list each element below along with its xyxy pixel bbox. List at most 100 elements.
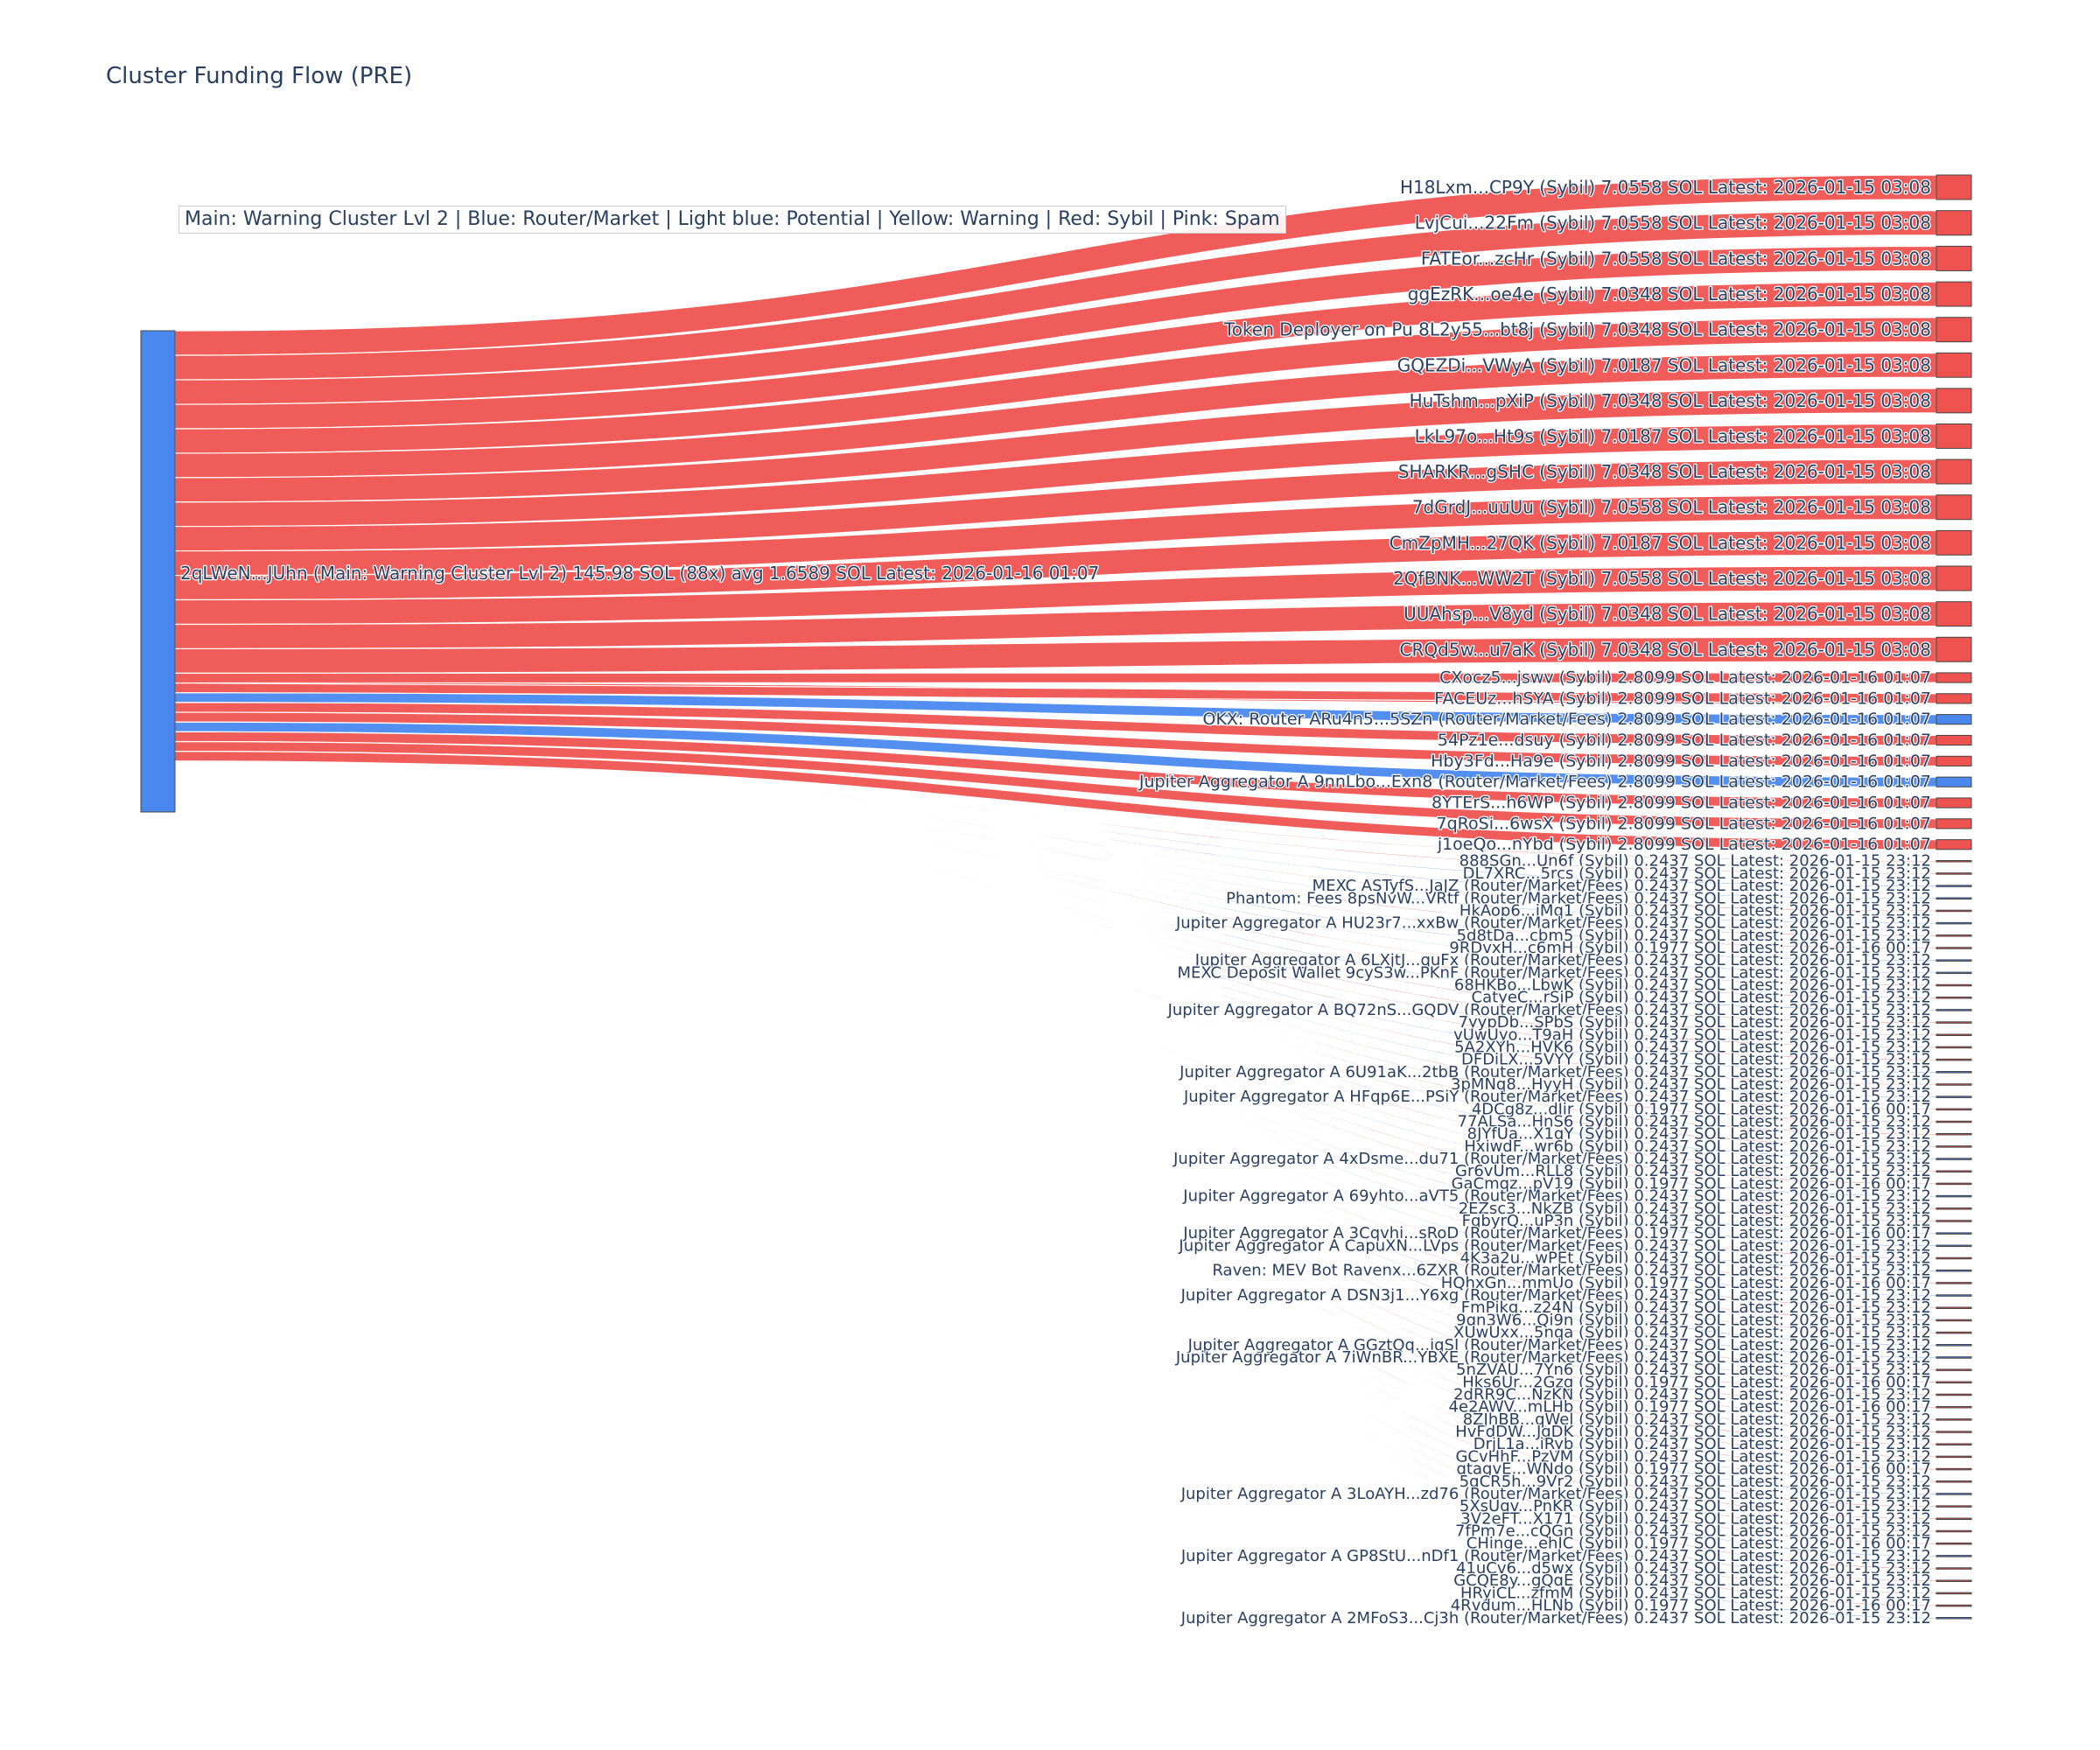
target-node-label: Jupiter Aggregator A GP8StU...nDf1 (Rout…: [1180, 1547, 1931, 1565]
target-node[interactable]: [1936, 1617, 1972, 1620]
target-node[interactable]: [1936, 1009, 1972, 1012]
target-node[interactable]: [1936, 281, 1972, 307]
target-node[interactable]: [1936, 1579, 1972, 1582]
target-node[interactable]: [1936, 818, 1972, 830]
target-node[interactable]: [1936, 1356, 1972, 1359]
target-node[interactable]: [1936, 1555, 1972, 1558]
target-node[interactable]: [1936, 1567, 1972, 1570]
target-node[interactable]: [1936, 1294, 1972, 1297]
target-node[interactable]: [1936, 1256, 1972, 1260]
target-node[interactable]: [1936, 839, 1972, 850]
target-node[interactable]: [1936, 1132, 1972, 1136]
target-node-label: 3V2eFT...X171 (Sybil) 0.2437 SOL Latest:…: [1460, 1509, 1931, 1528]
target-node[interactable]: [1936, 424, 1972, 449]
target-node-label: Hby3Fd...Ha9e (Sybil) 2.8099 SOL Latest:…: [1431, 752, 1931, 771]
target-node[interactable]: [1936, 1604, 1972, 1607]
target-node-label: FACEUz...hSYA (Sybil) 2.8099 SOL Latest:…: [1434, 689, 1931, 708]
target-node[interactable]: [1936, 921, 1972, 925]
target-node[interactable]: [1936, 1182, 1972, 1186]
target-node[interactable]: [1936, 1033, 1972, 1037]
target-node[interactable]: [1936, 245, 1972, 271]
target-node[interactable]: [1936, 1455, 1972, 1459]
target-node[interactable]: [1936, 636, 1972, 662]
target-node[interactable]: [1936, 1208, 1972, 1210]
target-node[interactable]: [1936, 1170, 1972, 1172]
target-node[interactable]: [1936, 1120, 1972, 1124]
target-node[interactable]: [1936, 1505, 1972, 1508]
target-node[interactable]: [1936, 1158, 1972, 1160]
target-node[interactable]: [1936, 210, 1972, 236]
target-node[interactable]: [1936, 1083, 1972, 1086]
target-node[interactable]: [1936, 1431, 1972, 1433]
target-node[interactable]: [1936, 885, 1972, 887]
target-node[interactable]: [1936, 1108, 1972, 1111]
target-node[interactable]: [1936, 1517, 1972, 1521]
target-node-label: 9RDvxH...c6mH (Sybil) 0.1977 SOL Latest:…: [1449, 939, 1931, 957]
target-node[interactable]: [1936, 909, 1972, 913]
target-node[interactable]: [1936, 693, 1972, 704]
target-node[interactable]: [1936, 529, 1972, 556]
target-node[interactable]: [1936, 1071, 1972, 1074]
target-node[interactable]: [1936, 1344, 1972, 1347]
target-node[interactable]: [1936, 174, 1972, 200]
target-node-label: 68HKBo...LbwK (Sybil) 0.2437 SOL Latest:…: [1454, 976, 1931, 995]
target-node[interactable]: [1936, 458, 1972, 485]
target-node[interactable]: [1936, 1269, 1972, 1272]
target-node[interactable]: [1936, 1306, 1972, 1309]
target-node-label: FmPjkg...z24N (Sybil) 0.2437 SOL Latest:…: [1461, 1298, 1931, 1317]
target-node[interactable]: [1936, 755, 1972, 766]
target-node[interactable]: [1936, 1393, 1972, 1396]
target-node[interactable]: [1936, 1331, 1972, 1334]
target-node[interactable]: [1936, 734, 1972, 746]
target-node[interactable]: [1936, 859, 1972, 863]
source-node[interactable]: [140, 330, 176, 813]
target-node[interactable]: [1936, 1493, 1972, 1495]
target-node[interactable]: [1936, 1467, 1972, 1471]
target-node[interactable]: [1936, 1244, 1972, 1248]
target-node[interactable]: [1936, 565, 1972, 592]
target-node[interactable]: [1936, 934, 1972, 937]
target-node[interactable]: [1936, 352, 1972, 378]
target-node[interactable]: [1936, 1530, 1972, 1533]
target-node[interactable]: [1936, 1381, 1972, 1384]
target-node[interactable]: [1936, 1319, 1972, 1322]
target-node[interactable]: [1936, 1096, 1972, 1098]
target-node[interactable]: [1936, 317, 1972, 343]
target-node-label: 7yypDb...SPbS (Sybil) 0.2437 SOL Latest:…: [1459, 1013, 1931, 1032]
target-node[interactable]: [1936, 1046, 1972, 1049]
target-node[interactable]: [1936, 1443, 1972, 1446]
target-node[interactable]: [1936, 1145, 1972, 1148]
target-node-label: Jupiter Aggregator A 69yhto...aVT5 (Rout…: [1182, 1187, 1931, 1206]
target-node[interactable]: [1936, 1194, 1972, 1198]
target-node[interactable]: [1936, 996, 1972, 999]
target-node[interactable]: [1936, 971, 1972, 975]
target-node[interactable]: [1936, 714, 1972, 725]
target-node[interactable]: [1936, 1220, 1972, 1222]
target-node-label: Jupiter Aggregator A 7iWnBR...YBXE (Rout…: [1175, 1348, 1931, 1367]
target-node[interactable]: [1936, 494, 1972, 521]
target-node[interactable]: [1936, 1368, 1972, 1371]
target-node[interactable]: [1936, 1021, 1972, 1024]
target-node[interactable]: [1936, 797, 1972, 808]
target-node[interactable]: [1936, 1418, 1972, 1421]
target-node[interactable]: [1936, 1232, 1972, 1235]
target-node-label: CatyeC...rSiP (Sybil) 0.2437 SOL Latest:…: [1472, 989, 1931, 1007]
target-node[interactable]: [1936, 1058, 1972, 1061]
target-node[interactable]: [1936, 1405, 1972, 1409]
target-node[interactable]: [1936, 601, 1972, 627]
target-node[interactable]: [1936, 947, 1972, 949]
target-node[interactable]: [1936, 1592, 1972, 1595]
target-node[interactable]: [1936, 1480, 1972, 1483]
target-node[interactable]: [1936, 1282, 1972, 1284]
target-node[interactable]: [1936, 984, 1972, 987]
target-node[interactable]: [1936, 776, 1972, 788]
target-node[interactable]: [1936, 959, 1972, 962]
target-node[interactable]: [1936, 672, 1972, 683]
target-node[interactable]: [1936, 897, 1972, 900]
target-node[interactable]: [1936, 872, 1972, 875]
target-node[interactable]: [1936, 388, 1972, 414]
target-node-label: GCQE8y...gQqE (Sybil) 0.2437 SOL Latest:…: [1453, 1572, 1931, 1590]
target-node[interactable]: [1936, 1542, 1972, 1545]
target-node-label: 7dGrdJ...uuUu (Sybil) 7.0558 SOL Latest:…: [1412, 497, 1931, 518]
